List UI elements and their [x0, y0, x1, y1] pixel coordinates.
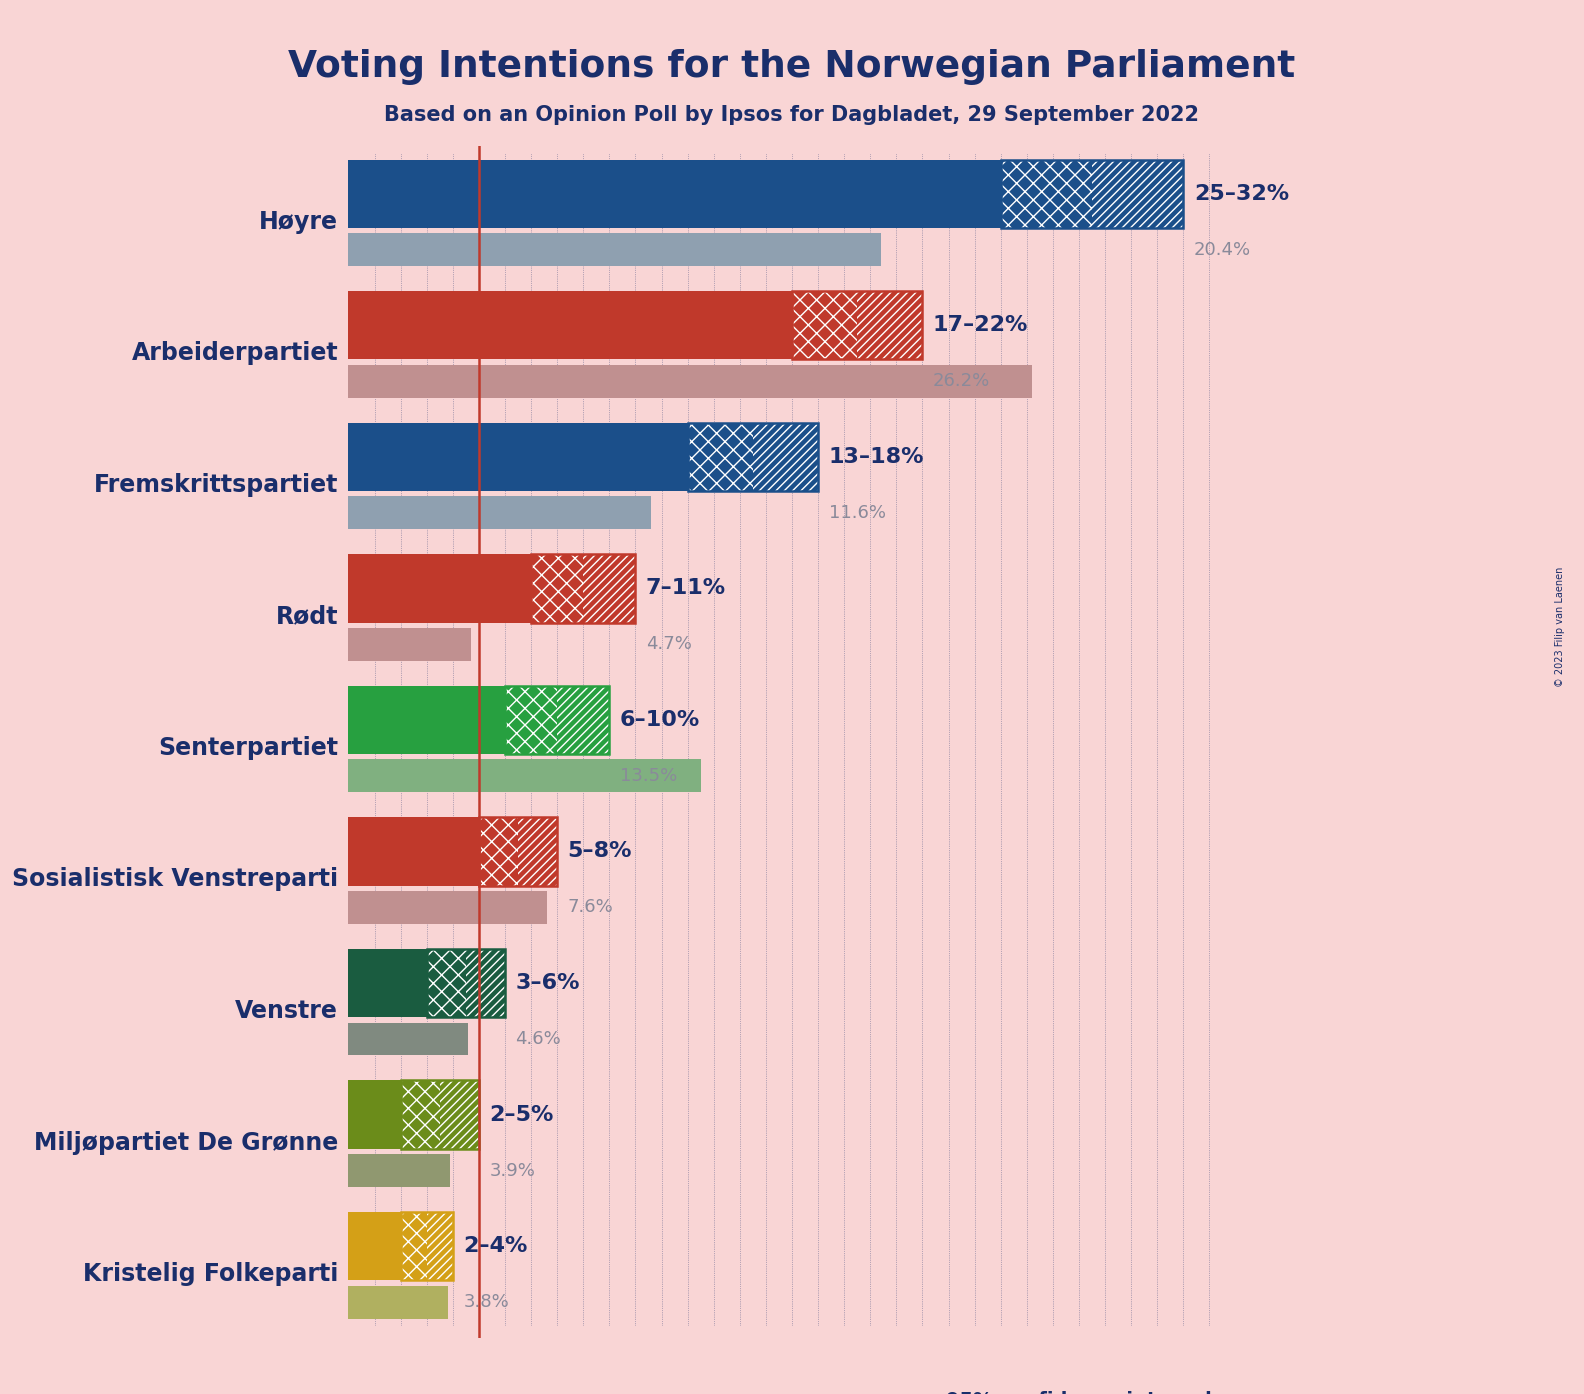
- Bar: [426, 1211, 453, 1280]
- Bar: [426, 949, 466, 1018]
- Bar: [348, 817, 478, 885]
- Text: 11.6%: 11.6%: [828, 503, 885, 521]
- Bar: [426, 949, 505, 1018]
- Text: Miljøpartiet De Grønne: Miljøpartiet De Grønne: [33, 1131, 337, 1154]
- Text: Senterpartiet: Senterpartiet: [158, 736, 337, 760]
- Bar: [531, 555, 583, 623]
- Text: 13.5%: 13.5%: [619, 767, 676, 785]
- Bar: [558, 686, 610, 754]
- Bar: [687, 422, 752, 491]
- Text: Rødt: Rødt: [276, 605, 337, 629]
- Bar: [752, 422, 817, 491]
- Text: 13–18%: 13–18%: [828, 447, 923, 467]
- Text: 26.2%: 26.2%: [933, 372, 990, 390]
- Bar: [466, 949, 505, 1018]
- Bar: [531, 555, 583, 623]
- Text: 3.8%: 3.8%: [463, 1294, 508, 1312]
- Bar: [687, 422, 752, 491]
- Text: 2–4%: 2–4%: [463, 1236, 527, 1256]
- Bar: [348, 1285, 448, 1319]
- Bar: [401, 1080, 440, 1149]
- Text: 20.4%: 20.4%: [1194, 241, 1251, 259]
- Text: 17–22%: 17–22%: [933, 315, 1028, 336]
- Text: 7–11%: 7–11%: [646, 579, 725, 598]
- Bar: [348, 1154, 450, 1186]
- Text: Arbeiderpartiet: Arbeiderpartiet: [131, 342, 337, 365]
- Text: 3–6%: 3–6%: [515, 973, 580, 993]
- Bar: [505, 686, 558, 754]
- Bar: [478, 817, 518, 885]
- Text: 4.7%: 4.7%: [646, 636, 692, 654]
- Text: 6–10%: 6–10%: [619, 710, 700, 730]
- Bar: [348, 555, 531, 623]
- Bar: [401, 1211, 426, 1280]
- Bar: [792, 291, 922, 360]
- Bar: [1091, 159, 1183, 229]
- Bar: [440, 1080, 478, 1149]
- Bar: [792, 291, 857, 360]
- Bar: [583, 555, 635, 623]
- Bar: [687, 422, 817, 491]
- Text: 7.6%: 7.6%: [567, 898, 613, 916]
- Bar: [1001, 159, 1091, 229]
- Bar: [348, 1023, 469, 1055]
- Text: © 2023 Filip van Laenen: © 2023 Filip van Laenen: [1555, 567, 1565, 687]
- Bar: [348, 1211, 401, 1280]
- Text: 95% confidence interval
with median: 95% confidence interval with median: [946, 1391, 1212, 1394]
- Text: 3.9%: 3.9%: [489, 1161, 535, 1179]
- Text: Based on an Opinion Poll by Ipsos for Dagbladet, 29 September 2022: Based on an Opinion Poll by Ipsos for Da…: [385, 105, 1199, 124]
- Bar: [440, 1080, 478, 1149]
- Text: Venstre: Venstre: [234, 999, 337, 1023]
- Bar: [466, 949, 505, 1018]
- Bar: [348, 686, 505, 754]
- Bar: [348, 233, 881, 266]
- Bar: [857, 291, 922, 360]
- Bar: [426, 949, 466, 1018]
- Bar: [792, 291, 857, 360]
- Text: 4.6%: 4.6%: [515, 1030, 561, 1048]
- Bar: [857, 291, 922, 360]
- Bar: [348, 949, 426, 1018]
- Bar: [401, 1211, 426, 1280]
- Bar: [558, 686, 610, 754]
- Bar: [478, 817, 518, 885]
- Bar: [348, 496, 651, 530]
- Bar: [348, 159, 1001, 229]
- Bar: [348, 291, 792, 360]
- Bar: [518, 817, 558, 885]
- Text: Sosialistisk Venstreparti: Sosialistisk Venstreparti: [13, 867, 337, 891]
- Bar: [426, 1211, 453, 1280]
- Bar: [401, 1080, 440, 1149]
- Bar: [348, 1080, 401, 1149]
- Text: 5–8%: 5–8%: [567, 842, 632, 861]
- Bar: [1001, 159, 1091, 229]
- Bar: [348, 422, 687, 491]
- Text: Høyre: Høyre: [260, 209, 337, 234]
- Bar: [348, 365, 1033, 397]
- Bar: [478, 817, 558, 885]
- Bar: [505, 686, 558, 754]
- Text: Voting Intentions for the Norwegian Parliament: Voting Intentions for the Norwegian Parl…: [288, 49, 1296, 85]
- Bar: [348, 760, 700, 792]
- Text: Kristelig Folkeparti: Kristelig Folkeparti: [82, 1262, 337, 1287]
- Text: 25–32%: 25–32%: [1194, 184, 1289, 204]
- Bar: [531, 555, 635, 623]
- Bar: [348, 891, 546, 924]
- Bar: [752, 422, 817, 491]
- Bar: [1091, 159, 1183, 229]
- Bar: [518, 817, 558, 885]
- Bar: [401, 1080, 478, 1149]
- Bar: [1001, 159, 1183, 229]
- Bar: [505, 686, 610, 754]
- Bar: [583, 555, 635, 623]
- Bar: [348, 627, 470, 661]
- Bar: [401, 1211, 453, 1280]
- Text: 2–5%: 2–5%: [489, 1104, 554, 1125]
- Text: Fremskrittspartiet: Fremskrittspartiet: [93, 473, 337, 496]
